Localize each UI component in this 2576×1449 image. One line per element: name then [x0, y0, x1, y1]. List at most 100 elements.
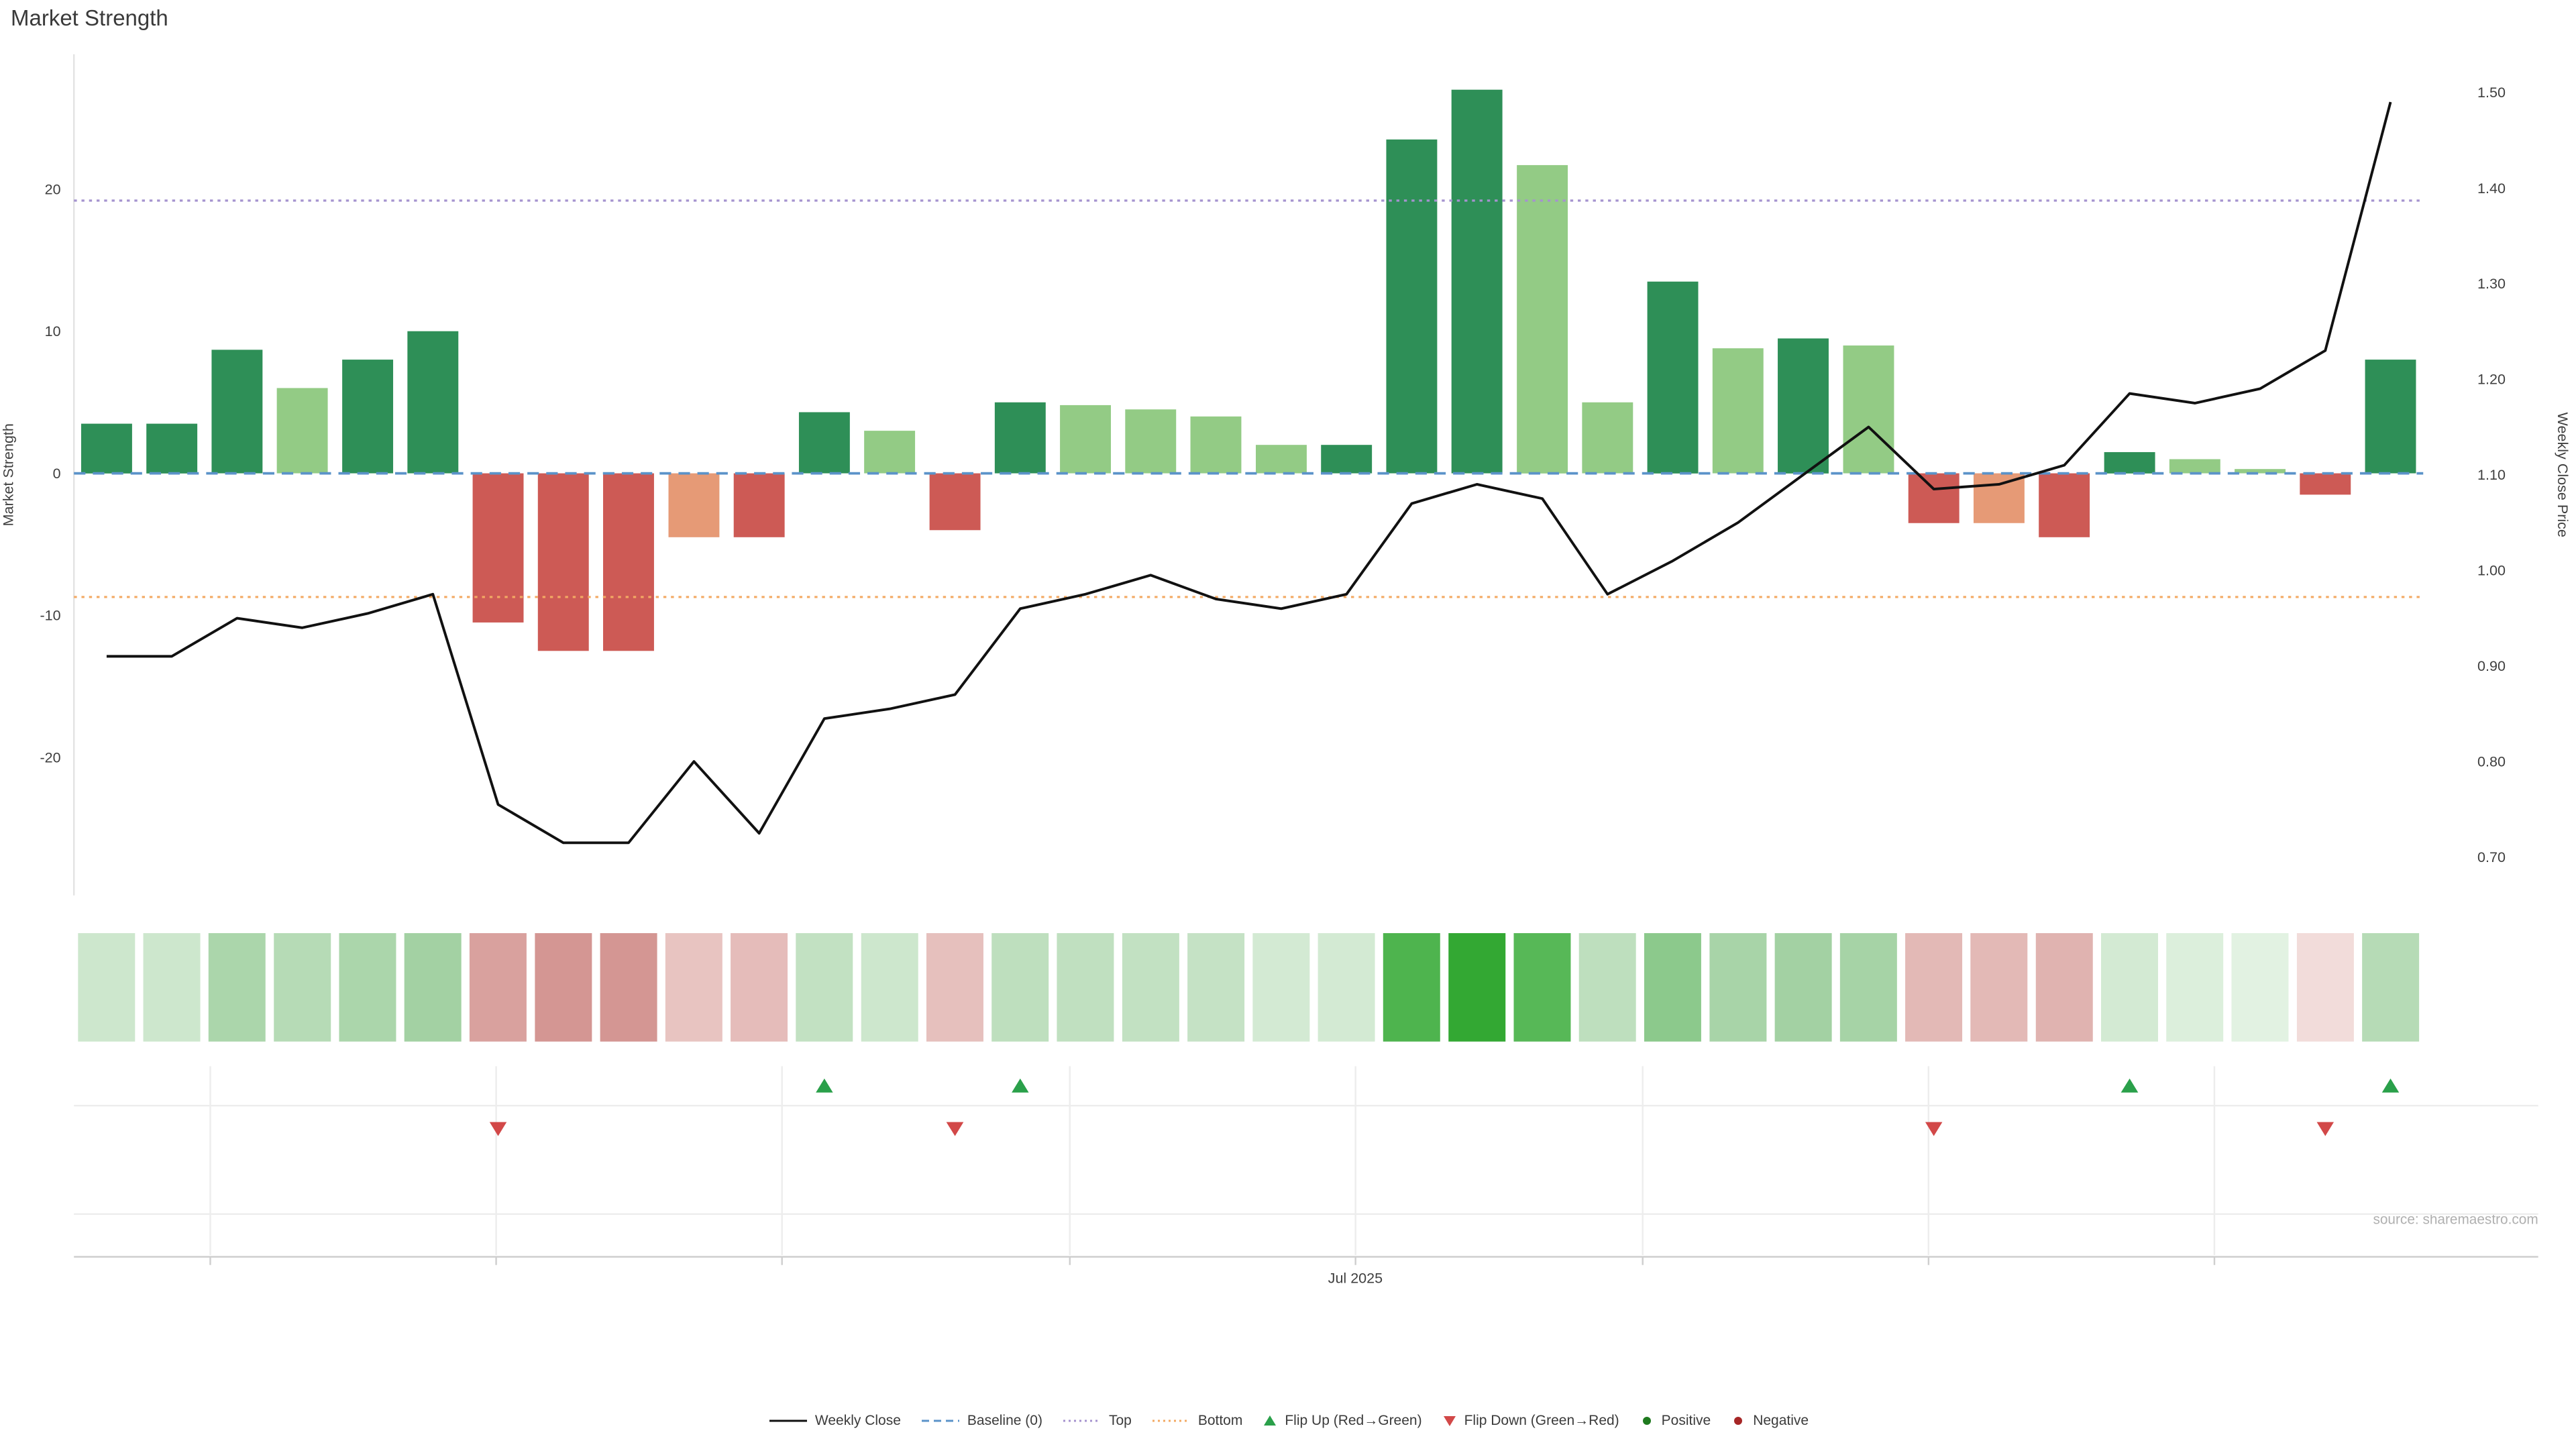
right-axis-tick: 0.80 — [2477, 753, 2506, 769]
left-axis-tick: 20 — [45, 180, 61, 197]
heatmap-tile — [274, 933, 331, 1042]
heatmap-tile — [2231, 933, 2289, 1042]
flip-up-triangle-icon — [1264, 1415, 1277, 1426]
strength-bar — [342, 360, 394, 474]
heatmap-tile — [1383, 933, 1440, 1042]
heatmap-tile — [665, 933, 722, 1042]
legend-item-negative[interactable]: Negative — [1729, 1413, 1809, 1429]
strength-bar — [211, 350, 263, 474]
heatmap-tile — [1057, 933, 1114, 1042]
strength-bar — [1125, 409, 1177, 474]
flip-up-marker — [2121, 1078, 2139, 1093]
heatmap-tile — [143, 933, 201, 1042]
strength-bar — [407, 331, 459, 474]
heatmap-tile — [2296, 933, 2354, 1042]
legend-item-top[interactable]: Top — [1061, 1413, 1132, 1429]
weekly-close-line-glyph — [769, 1419, 807, 1422]
strength-bar — [864, 431, 916, 474]
strength-bar — [1843, 345, 1894, 474]
right-axis-tick: 1.40 — [2477, 180, 2506, 197]
right-axis-tick: 0.70 — [2477, 849, 2506, 865]
left-axis-tick: -20 — [40, 749, 60, 766]
strength-bar — [472, 473, 524, 623]
legend-label: Negative — [1753, 1413, 1809, 1428]
heatmap-tile — [1709, 933, 1767, 1042]
legend-item-flip-down[interactable]: Flip Down (Green→Red) — [1441, 1413, 1619, 1429]
strength-bar — [1712, 348, 1764, 474]
right-axis-tick: 1.20 — [2477, 371, 2506, 388]
strength-bar — [733, 473, 785, 537]
heatmap-tile — [1318, 933, 1375, 1042]
strength-bar — [929, 473, 981, 531]
right-axis-tick: 1.00 — [2477, 562, 2506, 579]
heatmap-tile — [1578, 933, 1636, 1042]
strength-bar — [1973, 473, 2025, 523]
heatmap-tile — [1905, 933, 1963, 1042]
strength-bar — [603, 473, 654, 651]
legend-label: Positive — [1661, 1413, 1711, 1428]
right-axis-tick: 1.10 — [2477, 466, 2506, 483]
heatmap-tile — [339, 933, 396, 1042]
strength-bar — [276, 388, 328, 474]
top-dotted-glyph — [1063, 1419, 1101, 1422]
flip-down-triangle-icon — [1443, 1416, 1456, 1426]
strength-bar — [798, 412, 850, 474]
legend-item-positive[interactable]: Positive — [1638, 1413, 1711, 1429]
legend-item-flip-up[interactable]: Flip Up (Red→Green) — [1261, 1413, 1422, 1429]
heatmap-tile — [404, 933, 462, 1042]
strength-bar — [994, 402, 1046, 474]
legend-label: Baseline (0) — [967, 1413, 1042, 1428]
strength-bar — [146, 423, 198, 474]
flip-down-marker — [489, 1122, 507, 1136]
heatmap-tile — [600, 933, 657, 1042]
strength-bar — [1256, 445, 1307, 474]
heatmap-tile — [2362, 933, 2420, 1042]
legend-item-weekly-close[interactable]: Weekly Close — [767, 1413, 901, 1429]
legend-item-baseline[interactable]: Baseline (0) — [920, 1413, 1042, 1429]
strength-bar — [1778, 338, 1829, 474]
heatmap-tile — [1970, 933, 2028, 1042]
strength-bar — [1190, 416, 1242, 474]
legend-label: Flip Up (Red→Green) — [1285, 1413, 1422, 1428]
legend: Weekly Close Baseline (0) Top Bottom Fli… — [0, 1413, 2576, 1429]
right-axis-tick: 1.50 — [2477, 84, 2506, 101]
bottom-dotted-glyph — [1152, 1419, 1190, 1422]
heatmap-tile — [1122, 933, 1179, 1042]
left-axis-tick: 10 — [45, 323, 61, 339]
negative-dot-icon — [1734, 1417, 1743, 1425]
page-title: Market Strength — [11, 5, 168, 30]
left-axis-tick: 0 — [53, 465, 61, 482]
x-axis-tick-label: Jul 2025 — [1328, 1270, 1383, 1287]
strength-bar — [2039, 473, 2090, 537]
heatmap-tile — [1839, 933, 1897, 1042]
source-credit: source: sharemaestro.com — [2373, 1212, 2538, 1227]
heatmap-tile — [78, 933, 136, 1042]
baseline-dashed-glyph — [921, 1419, 959, 1422]
right-axis-tick: 0.90 — [2477, 657, 2506, 674]
right-axis-title: Weekly Close Price — [2555, 413, 2571, 537]
heatmap-tile — [796, 933, 853, 1042]
heatmap-tile — [991, 933, 1049, 1042]
heatmap-tile — [926, 933, 983, 1042]
positive-dot-icon — [1642, 1417, 1651, 1425]
flip-up-marker — [816, 1078, 833, 1093]
strength-bar — [2235, 469, 2286, 474]
left-axis-title: Market Strength — [0, 423, 17, 526]
legend-label: Bottom — [1197, 1413, 1243, 1428]
strength-bar — [1582, 402, 1633, 474]
strength-bar — [1908, 473, 1960, 523]
legend-label: Top — [1108, 1413, 1132, 1428]
strength-bar — [80, 423, 132, 474]
strength-bar — [2300, 473, 2351, 495]
strength-bar — [1647, 281, 1699, 474]
right-axis-tick: 1.30 — [2477, 275, 2506, 292]
heatmap-tile — [2101, 933, 2158, 1042]
heatmap-tile — [535, 933, 592, 1042]
heatmap-tile — [1448, 933, 1506, 1042]
heatmap-tile — [1644, 933, 1701, 1042]
heatmap-tile — [861, 933, 918, 1042]
weekly-close-line — [106, 101, 2392, 845]
legend-item-bottom[interactable]: Bottom — [1150, 1413, 1243, 1429]
flip-up-marker — [1012, 1078, 1029, 1093]
